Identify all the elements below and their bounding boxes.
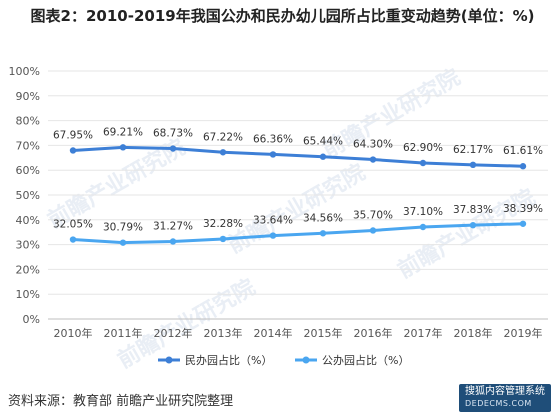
data-point — [219, 235, 227, 243]
legend-label: 民办园占比（%） — [185, 353, 272, 367]
data-point — [519, 163, 527, 170]
data-point — [469, 161, 477, 169]
legend-marker — [302, 356, 310, 364]
data-point — [219, 149, 227, 156]
data-label: 33.64% — [253, 215, 293, 227]
data-point — [369, 156, 377, 163]
data-point — [419, 223, 427, 231]
legend-marker — [165, 356, 173, 364]
watermark-text: 前瞻产业研究院 — [393, 184, 539, 284]
x-tick-label: 2019年 — [504, 326, 543, 340]
data-label: 32.05% — [53, 219, 93, 231]
data-point — [319, 230, 327, 237]
watermark-text: 前瞻产业研究院 — [223, 159, 369, 259]
data-label: 31.27% — [153, 220, 193, 232]
data-label: 62.90% — [403, 142, 443, 154]
data-label: 62.17% — [453, 144, 493, 156]
watermark-badge-subtext: DEDECMS.COM — [465, 399, 532, 408]
x-tick-label: 2010年 — [54, 326, 93, 340]
data-label: 67.22% — [203, 131, 243, 143]
x-tick-label: 2015年 — [304, 326, 343, 340]
y-tick-label: 60% — [16, 164, 40, 177]
chart-title: 图表2：2010-2019年我国公办和民办幼儿园所占比重变动趋势(单位：%) — [30, 7, 535, 25]
data-label: 69.21% — [103, 126, 143, 138]
y-tick-label: 40% — [16, 214, 40, 227]
x-tick-label: 2013年 — [204, 326, 243, 340]
y-tick-label: 20% — [16, 263, 40, 276]
data-point — [169, 145, 177, 152]
x-tick-label: 2018年 — [454, 326, 493, 340]
watermark-badge-text: 搜狐内容管理系统 — [465, 386, 545, 397]
data-label: 61.61% — [503, 145, 543, 157]
y-tick-label: 70% — [16, 139, 40, 152]
data-point — [419, 159, 427, 167]
data-label: 38.39% — [503, 203, 543, 215]
data-label: 37.10% — [403, 206, 443, 218]
x-tick-label: 2011年 — [104, 326, 143, 340]
data-label: 30.79% — [103, 222, 143, 234]
x-tick-label: 2016年 — [354, 326, 393, 340]
data-label: 68.73% — [153, 128, 193, 140]
data-label: 37.83% — [453, 204, 493, 216]
data-point — [519, 220, 527, 227]
data-point — [469, 221, 477, 229]
x-tick-label: 2014年 — [254, 326, 293, 340]
y-tick-label: 0% — [23, 313, 40, 326]
source-note: 资料来源：教育部 前瞻产业研究院整理 — [8, 394, 234, 409]
y-tick-label: 80% — [16, 115, 40, 128]
data-point — [69, 236, 77, 243]
data-label: 65.44% — [303, 136, 343, 148]
data-point — [319, 153, 327, 160]
x-tick-label: 2012年 — [154, 326, 193, 340]
data-point — [169, 238, 177, 245]
watermark-badge: 搜狐内容管理系统 DEDECMS.COM — [459, 384, 551, 412]
data-label: 67.95% — [53, 129, 93, 141]
data-label: 66.36% — [253, 133, 293, 145]
data-point — [369, 227, 377, 234]
data-point — [119, 239, 127, 246]
data-point — [269, 151, 277, 158]
data-point — [119, 144, 127, 151]
data-point — [269, 232, 277, 239]
data-point — [69, 147, 77, 154]
data-label: 32.28% — [203, 218, 243, 230]
y-tick-label: 10% — [16, 288, 40, 301]
x-tick-label: 2017年 — [404, 326, 443, 340]
y-tick-label: 30% — [16, 239, 40, 252]
y-tick-label: 90% — [16, 90, 40, 103]
legend-label: 公办园占比（%） — [322, 353, 409, 367]
y-tick-label: 50% — [16, 189, 40, 202]
data-label: 35.70% — [353, 209, 393, 221]
data-label: 34.56% — [303, 212, 343, 224]
series-line — [72, 145, 524, 168]
y-tick-label: 100% — [9, 65, 40, 78]
data-label: 64.30% — [353, 139, 393, 151]
series-line — [72, 222, 524, 245]
